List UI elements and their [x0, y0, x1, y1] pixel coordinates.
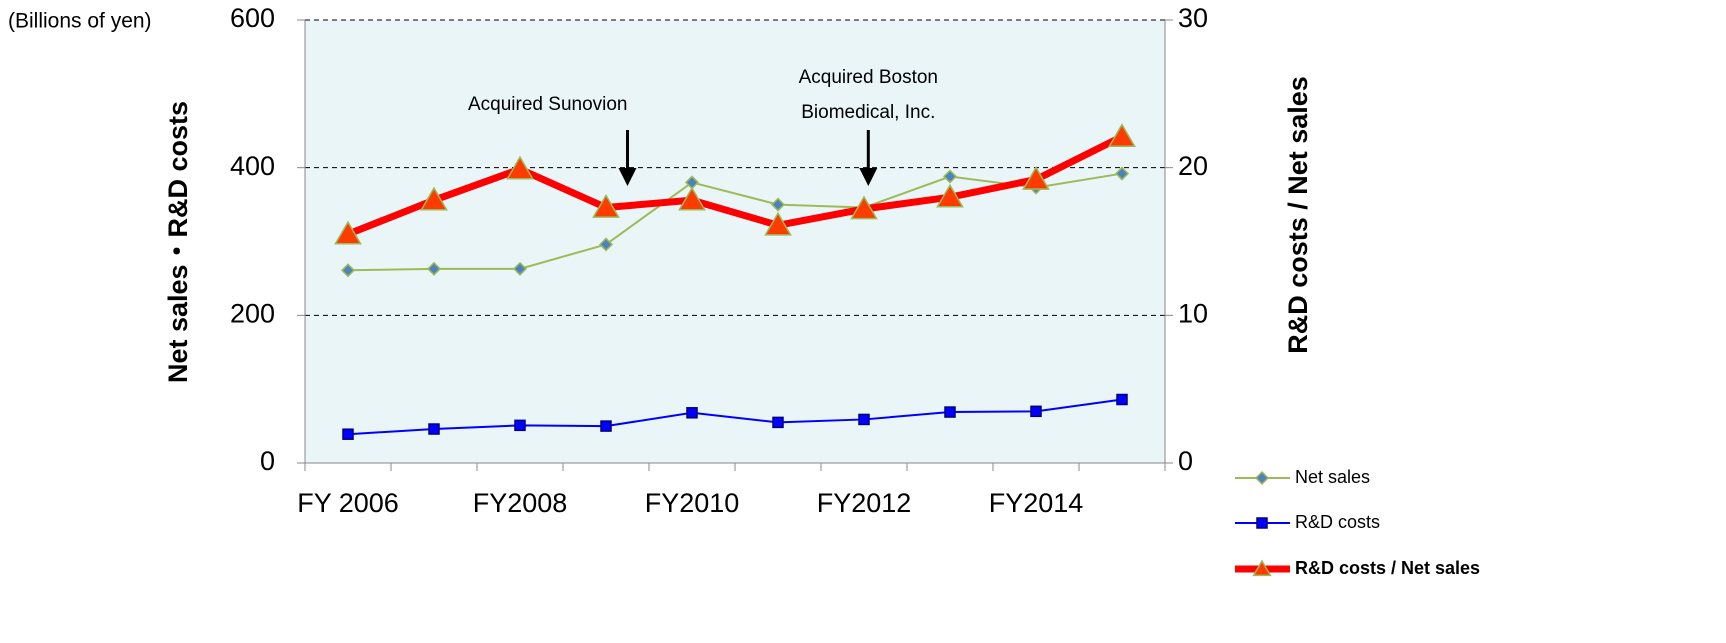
series-line [346, 133, 1124, 238]
marker [1114, 166, 1130, 181]
annotation: Biomedical, Inc. [801, 102, 935, 123]
marker [686, 407, 698, 419]
marker [598, 237, 614, 252]
series-line [347, 398, 1123, 436]
y-tick-label: 0 [260, 446, 275, 476]
marker [428, 423, 440, 435]
x-tick-label: FY2014 [989, 488, 1084, 518]
marker [772, 416, 784, 429]
marker [764, 211, 792, 236]
legend-label: R&D costs [1295, 512, 1380, 532]
marker [340, 263, 356, 278]
marker [770, 197, 786, 212]
marker [514, 419, 526, 432]
unit-label: (Billions of yen) [8, 10, 152, 33]
legend-label: Net sales [1295, 467, 1370, 487]
x-tick-label: FY2012 [817, 488, 912, 518]
marker [420, 186, 448, 211]
y2-tick-label: 10 [1178, 298, 1208, 328]
marker [426, 261, 442, 276]
marker [1256, 517, 1268, 529]
marker [1116, 393, 1128, 406]
annotation-arrowhead [618, 168, 637, 186]
y-tick-label: 200 [230, 298, 275, 328]
y-axis-label: Net sales・R&D costs [163, 101, 193, 383]
marker [850, 195, 878, 220]
y2-axis-label: R&D costs / Net sales [1283, 76, 1313, 354]
marker [1254, 470, 1270, 486]
series-line [347, 172, 1123, 272]
annotation: Acquired Boston [799, 67, 938, 88]
marker [334, 220, 362, 245]
plot-area [305, 20, 1165, 463]
marker [512, 261, 528, 276]
x-tick-label: FY2008 [473, 488, 568, 518]
marker [1252, 559, 1272, 577]
marker [1022, 165, 1050, 190]
x-tick-label: FY 2006 [297, 488, 399, 518]
y2-tick-label: 0 [1178, 446, 1193, 476]
marker [1108, 123, 1136, 148]
marker [600, 420, 612, 432]
marker [678, 186, 706, 211]
x-tick-label: FY2010 [645, 488, 740, 518]
marker [592, 194, 620, 218]
y2-tick-label: 30 [1178, 3, 1208, 33]
legend-label: R&D costs / Net sales [1295, 558, 1480, 578]
marker [342, 428, 354, 440]
annotation: Acquired Sunovion [468, 94, 628, 115]
y-tick-label: 600 [230, 3, 275, 33]
marker [858, 413, 870, 426]
marker [942, 169, 958, 184]
marker [1030, 405, 1042, 418]
annotation-arrowhead [859, 168, 878, 186]
marker [936, 183, 964, 208]
y-tick-label: 400 [230, 151, 275, 181]
y2-tick-label: 20 [1178, 151, 1208, 181]
marker [506, 155, 534, 180]
marker [944, 406, 956, 418]
